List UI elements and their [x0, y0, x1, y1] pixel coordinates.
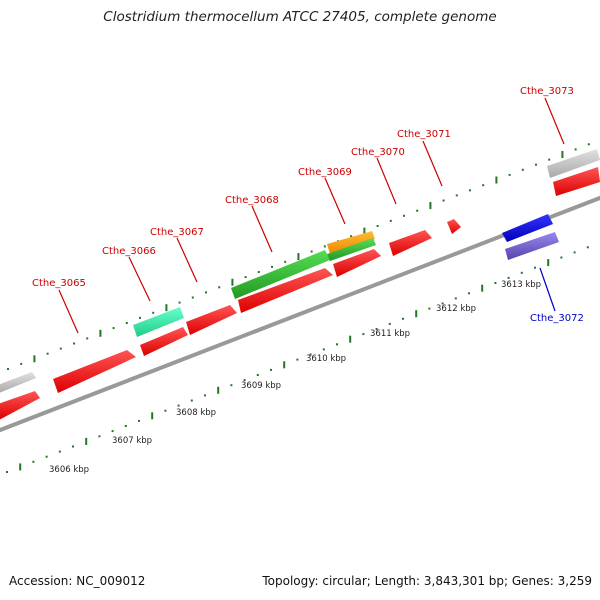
gene-feature-cthe-3067[interactable] — [140, 327, 188, 356]
gene-feature-red-left-edge — [0, 391, 40, 420]
genome-summary: Topology: circular; Length: 3,843,301 bp… — [262, 574, 592, 588]
gene-feature-red-tiny — [447, 219, 461, 234]
gene-feature-cthe-3066[interactable] — [133, 307, 184, 337]
gene-label-cthe-3069[interactable]: Cthe_3069 — [298, 167, 352, 178]
gene-label-cthe-3073[interactable]: Cthe_3073 — [520, 86, 574, 97]
gene-label-cthe-3065[interactable]: Cthe_3065 — [32, 278, 86, 289]
gene-feature-cthe-3069[interactable] — [327, 231, 375, 254]
gene-feature-green-small — [327, 238, 376, 261]
gene-feature-red-upper-b — [238, 268, 333, 313]
lower-strand-features — [502, 214, 559, 260]
scale-label-3611: 3611 kbp — [370, 329, 410, 339]
scale-label-3610: 3610 kbp — [306, 354, 346, 364]
leader-cthe-3067 — [176, 237, 198, 283]
leader-cthe-3073 — [544, 97, 565, 145]
leader-cthe-3070 — [376, 157, 397, 205]
gene-feature-cthe-3070[interactable] — [333, 249, 381, 277]
gene-feature-cthe-3073[interactable] — [553, 167, 600, 196]
scale-labels: 3606 kbp 3607 kbp 3608 kbp 3609 kbp 3610… — [49, 280, 541, 475]
gene-label-cthe-3067[interactable]: Cthe_3067 — [150, 227, 204, 238]
leader-cthe-3069 — [324, 177, 346, 225]
gene-feature-cthe-3071[interactable] — [389, 230, 432, 256]
scale-label-3613: 3613 kbp — [501, 280, 541, 290]
scale-label-3608: 3608 kbp — [176, 408, 216, 418]
leader-cthe-3071 — [422, 140, 443, 187]
upper-strand-features — [0, 149, 600, 420]
scale-label-3609: 3609 kbp — [241, 381, 281, 391]
leader-cthe-3072 — [539, 267, 556, 312]
gene-feature-grey-left — [0, 372, 36, 393]
gene-labels: Cthe_3065 Cthe_3066 Cthe_3067 Cthe_3068 … — [32, 86, 584, 334]
lower-tick-track — [6, 246, 589, 473]
scale-label-3607: 3607 kbp — [112, 436, 152, 446]
gene-label-cthe-3072[interactable]: Cthe_3072 — [530, 313, 584, 324]
leader-cthe-3068 — [251, 205, 273, 253]
gene-feature-cthe-3065[interactable] — [53, 350, 136, 393]
gene-feature-red-upper-a — [186, 305, 237, 335]
gene-label-cthe-3070[interactable]: Cthe_3070 — [351, 147, 405, 158]
gene-label-cthe-3068[interactable]: Cthe_3068 — [225, 195, 279, 206]
scale-label-3612: 3612 kbp — [436, 304, 476, 314]
gene-feature-cthe-3072[interactable] — [502, 214, 553, 242]
accession-label: Accession: NC_009012 — [9, 574, 146, 588]
scale-label-3606: 3606 kbp — [49, 465, 89, 475]
gene-feature-cthe-3073-grey — [547, 149, 600, 178]
gene-feature-slate — [505, 232, 559, 260]
gene-label-cthe-3066[interactable]: Cthe_3066 — [102, 246, 156, 257]
gene-feature-cthe-3068[interactable] — [231, 250, 330, 299]
leader-cthe-3066 — [128, 256, 151, 302]
gene-label-cthe-3071[interactable]: Cthe_3071 — [397, 129, 451, 140]
map-title: Clostridium thermocellum ATCC 27405, com… — [103, 9, 497, 25]
leader-cthe-3065 — [58, 289, 79, 334]
